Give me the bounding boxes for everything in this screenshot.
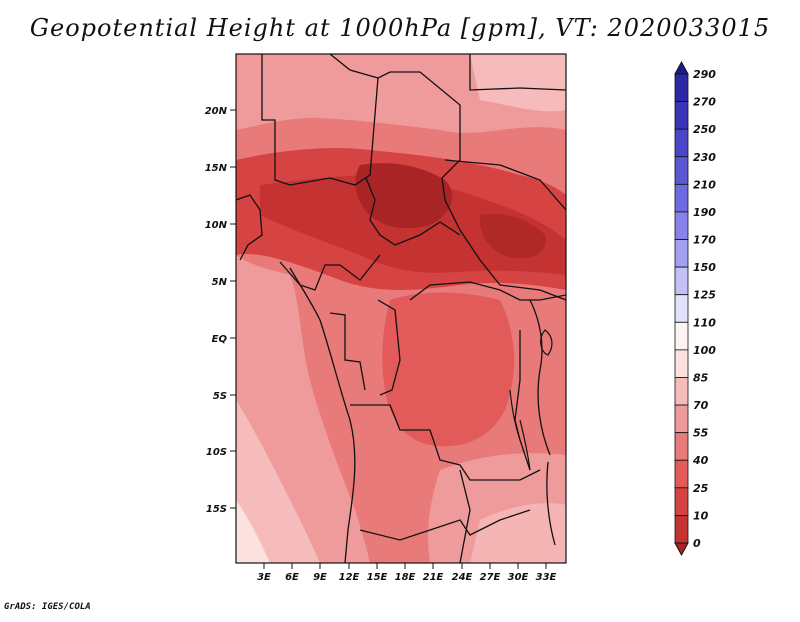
- lat-label-5n: 5N: [212, 277, 228, 288]
- lon-label-18e: 18E: [395, 572, 416, 583]
- lon-label-30e: 30E: [508, 572, 529, 583]
- lat-label-20n: 20N: [205, 106, 228, 117]
- lon-label-33e: 33E: [536, 572, 557, 583]
- colorbar-label: 0: [693, 537, 701, 550]
- colorbar-segment: [674, 432, 689, 461]
- lat-axis: [230, 109, 236, 509]
- colorbar-label: 55: [693, 427, 709, 440]
- colorbar-bottom-arrow: [674, 542, 689, 557]
- lon-axis: [263, 563, 547, 569]
- colorbar-label: 190: [693, 206, 716, 219]
- colorbar-label: 290: [693, 68, 716, 81]
- colorbar-segment: [674, 156, 689, 185]
- colorbar-segment: [674, 128, 689, 158]
- colorbar-label: 70: [693, 399, 709, 412]
- colorbar-segment: [674, 404, 689, 434]
- colorbar-segment: [674, 101, 689, 130]
- colorbar-label: 250: [693, 123, 716, 136]
- lat-label-15n: 15N: [205, 163, 228, 174]
- colorbar-segment: [674, 459, 689, 489]
- lon-label-3e: 3E: [257, 572, 271, 583]
- colorbar: 2902702502302101901701501251101008570554…: [674, 60, 716, 557]
- lat-label-15s: 15S: [206, 504, 227, 515]
- grads-credit: GrADS: IGES/COLA: [4, 602, 91, 612]
- height-field: [236, 54, 566, 563]
- colorbar-segment: [674, 183, 689, 213]
- colorbar-segment: [674, 487, 689, 516]
- colorbar-label: 170: [693, 234, 716, 247]
- lat-label-eq: EQ: [212, 334, 228, 345]
- lakes: [509, 329, 553, 471]
- chart-title: Geopotential Height at 1000hPa [gpm], VT…: [29, 14, 771, 42]
- lon-label-27e: 27E: [480, 572, 501, 583]
- colorbar-segment: [674, 73, 689, 102]
- colorbar-segment: [674, 515, 689, 544]
- colorbar-label: 10: [693, 509, 709, 522]
- colorbar-segment: [674, 239, 689, 268]
- colorbar-label: 270: [693, 96, 716, 109]
- colorbar-label: 150: [693, 261, 716, 274]
- lat-label-10n: 10N: [205, 220, 228, 231]
- colorbar-segment: [674, 377, 689, 406]
- colorbar-segment: [674, 321, 689, 351]
- lon-label-9e: 9E: [313, 572, 327, 583]
- colorbar-label: 100: [693, 344, 716, 357]
- colorbar-label: 25: [693, 482, 709, 495]
- colorbar-segment: [674, 294, 689, 323]
- lat-label-5s: 5S: [213, 391, 227, 402]
- colorbar-label: 40: [692, 454, 709, 467]
- colorbar-segment: [674, 349, 689, 378]
- lon-label-12e: 12E: [339, 572, 360, 583]
- lat-label-10s: 10S: [206, 447, 227, 458]
- lon-label-15e: 15E: [367, 572, 388, 583]
- colorbar-label: 110: [693, 316, 716, 329]
- colorbar-label: 85: [693, 371, 709, 384]
- map-frame: [235, 53, 567, 564]
- colorbar-label: 125: [693, 289, 716, 302]
- colorbar-label: 230: [693, 151, 716, 164]
- lon-label-24e: 24E: [452, 572, 473, 583]
- lon-label-6e: 6E: [285, 572, 299, 583]
- lon-label-21e: 21E: [423, 572, 444, 583]
- colorbar-segment: [674, 266, 689, 296]
- colorbar-segment: [674, 211, 689, 240]
- colorbar-top-arrow: [674, 60, 689, 75]
- colorbar-label: 210: [693, 178, 716, 191]
